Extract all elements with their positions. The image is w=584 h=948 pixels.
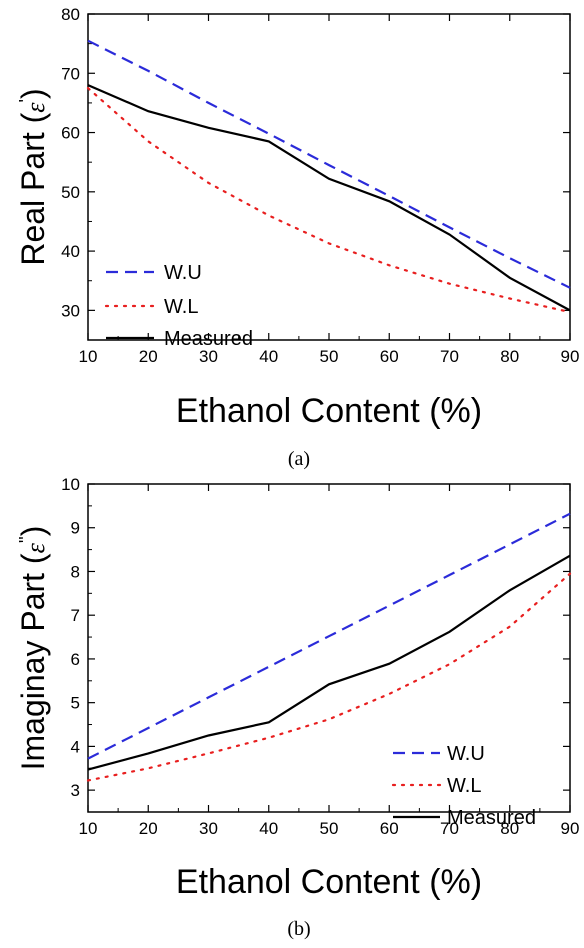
x-tick-label: 50: [320, 347, 339, 366]
x-tick-label: 10: [79, 347, 98, 366]
legend-label: W.U: [447, 743, 485, 765]
y-tick-label: 6: [71, 650, 80, 669]
y-tick-label: 4: [71, 737, 80, 756]
y-axis-title: Real Part (ε'): [15, 88, 51, 265]
panel-a: 10 20 30 40 50 60 70 80 90 30 40 50 60 70 80 W.U W.L Meas…: [15, 5, 579, 470]
x-axis-title: Ethanol Content (%): [176, 863, 482, 901]
x-tick-label: 60: [380, 347, 399, 366]
series-line-w-l: [86, 86, 572, 314]
plot-frame: [87, 13, 571, 341]
x-tick-label: 90: [561, 819, 580, 838]
y-tick-label: 50: [61, 183, 80, 202]
y-axis-title: Imaginay Part (ε''): [15, 526, 51, 771]
x-tick-label: 60: [380, 819, 399, 838]
y-tick-label: 40: [61, 242, 80, 261]
y-tick-label: 30: [61, 301, 80, 320]
legend-label: Measured: [447, 807, 536, 829]
x-tick-label: 80: [500, 819, 519, 838]
x-tick-label: 30: [199, 819, 218, 838]
series-line-w-l: [86, 572, 572, 782]
y-tick-label: 7: [71, 606, 80, 625]
plot-frame: [87, 483, 571, 813]
y-tick-label: 60: [61, 124, 80, 143]
panel-b: 10 20 30 40 50 60 70 80 90 3 4 5 6 7 8 9 10 W.U W.L Measure…: [15, 475, 579, 940]
legend-label: W.L: [164, 296, 198, 318]
y-tick-label: 5: [71, 694, 80, 713]
x-tick-label: 80: [500, 347, 519, 366]
y-tick-label: 80: [61, 5, 80, 24]
series-line-w-u: [87, 39, 571, 289]
y-tick-label: 9: [71, 519, 80, 538]
y-tick-label: 8: [71, 562, 80, 581]
y-tick-label: 3: [71, 781, 80, 800]
y-tick-label: 70: [61, 64, 80, 83]
y-tick-label: 10: [61, 475, 80, 494]
series-line-w-u: [87, 512, 571, 760]
x-tick-label: 50: [320, 819, 339, 838]
x-tick-label: 20: [139, 819, 158, 838]
x-tick-label: 10: [79, 819, 98, 838]
panel-caption: (a): [288, 448, 310, 470]
legend-label: Measured: [164, 328, 253, 350]
x-tick-label: 40: [259, 347, 278, 366]
x-tick-label: 20: [139, 347, 158, 366]
x-tick-label: 70: [440, 347, 459, 366]
legend-label: W.L: [447, 775, 481, 797]
series-line-measured: [87, 84, 571, 312]
series-line-measured: [87, 554, 571, 771]
x-tick-label: 40: [259, 819, 278, 838]
panel-caption: (b): [287, 918, 310, 940]
x-axis-title: Ethanol Content (%): [176, 392, 482, 430]
x-tick-label: 70: [440, 819, 459, 838]
x-tick-label: 90: [561, 347, 580, 366]
legend-label: W.U: [164, 262, 202, 284]
x-tick-label: 30: [199, 347, 218, 366]
